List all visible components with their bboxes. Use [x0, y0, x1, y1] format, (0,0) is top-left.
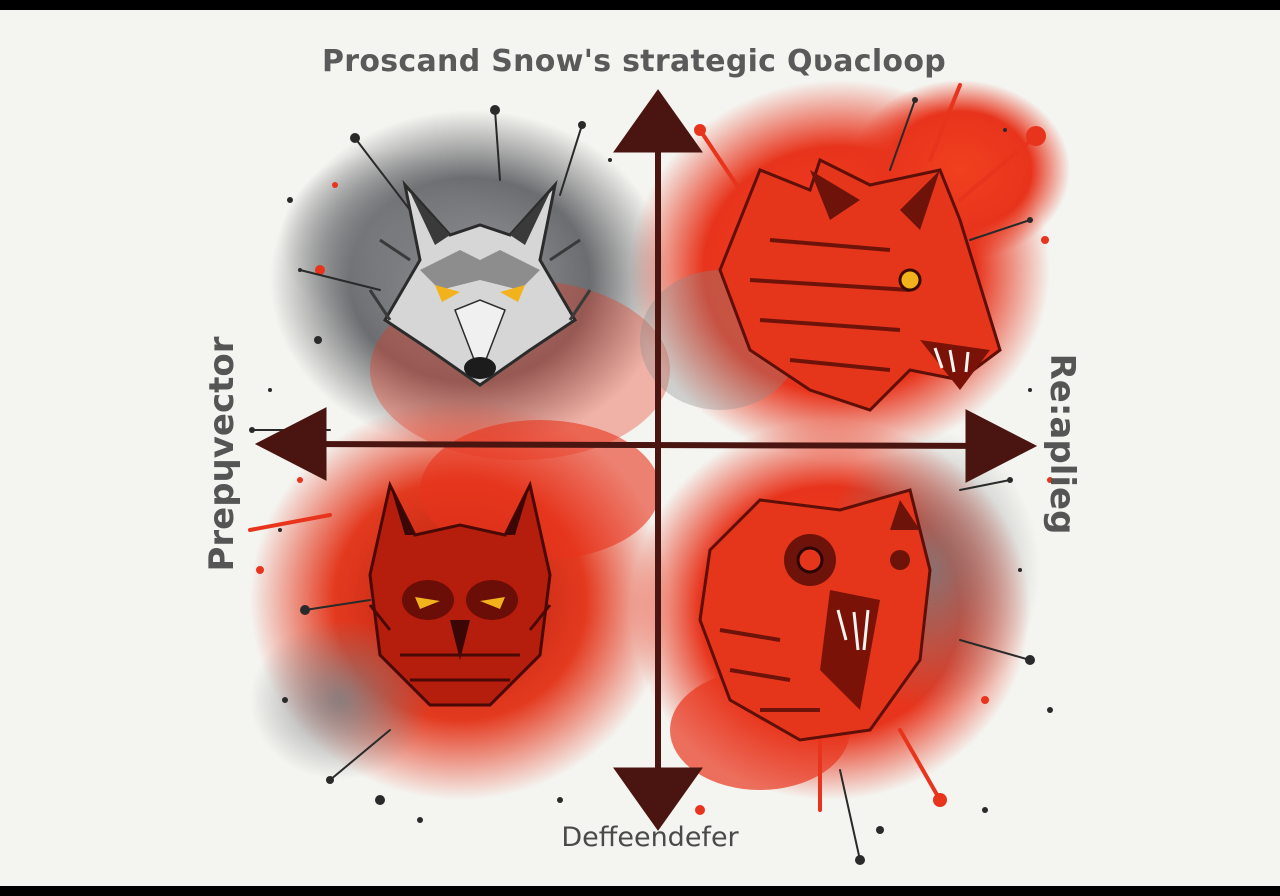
arrow-down-icon	[613, 767, 703, 831]
screeching-owl-icon	[698, 488, 932, 742]
splatter-streaks	[251, 99, 1031, 861]
axis-label-bottom: Deffeendefer	[561, 822, 739, 853]
arrow-left-icon	[254, 407, 327, 481]
owl-icon	[368, 480, 552, 707]
wolf-icon	[368, 179, 592, 387]
arrow-up-icon	[613, 89, 703, 153]
splatter-red-streaks	[248, 83, 1038, 812]
quadrant-artwork	[248, 80, 1070, 865]
splatter-dots	[249, 97, 1053, 865]
axis-label-left: Prepɥvector	[202, 336, 242, 572]
arrow-right-icon	[965, 409, 1038, 483]
axis-arrows	[254, 89, 1038, 831]
diagram-title: Proscand Snow's strategic Qʋacloop	[321, 44, 947, 79]
snarling-wolf-icon	[718, 157, 1002, 412]
diagram-canvas: Proscand Snow's strategic Qʋacloop Deffe…	[0, 10, 1280, 886]
axis-label-right: Re:aplieg	[1042, 353, 1082, 535]
